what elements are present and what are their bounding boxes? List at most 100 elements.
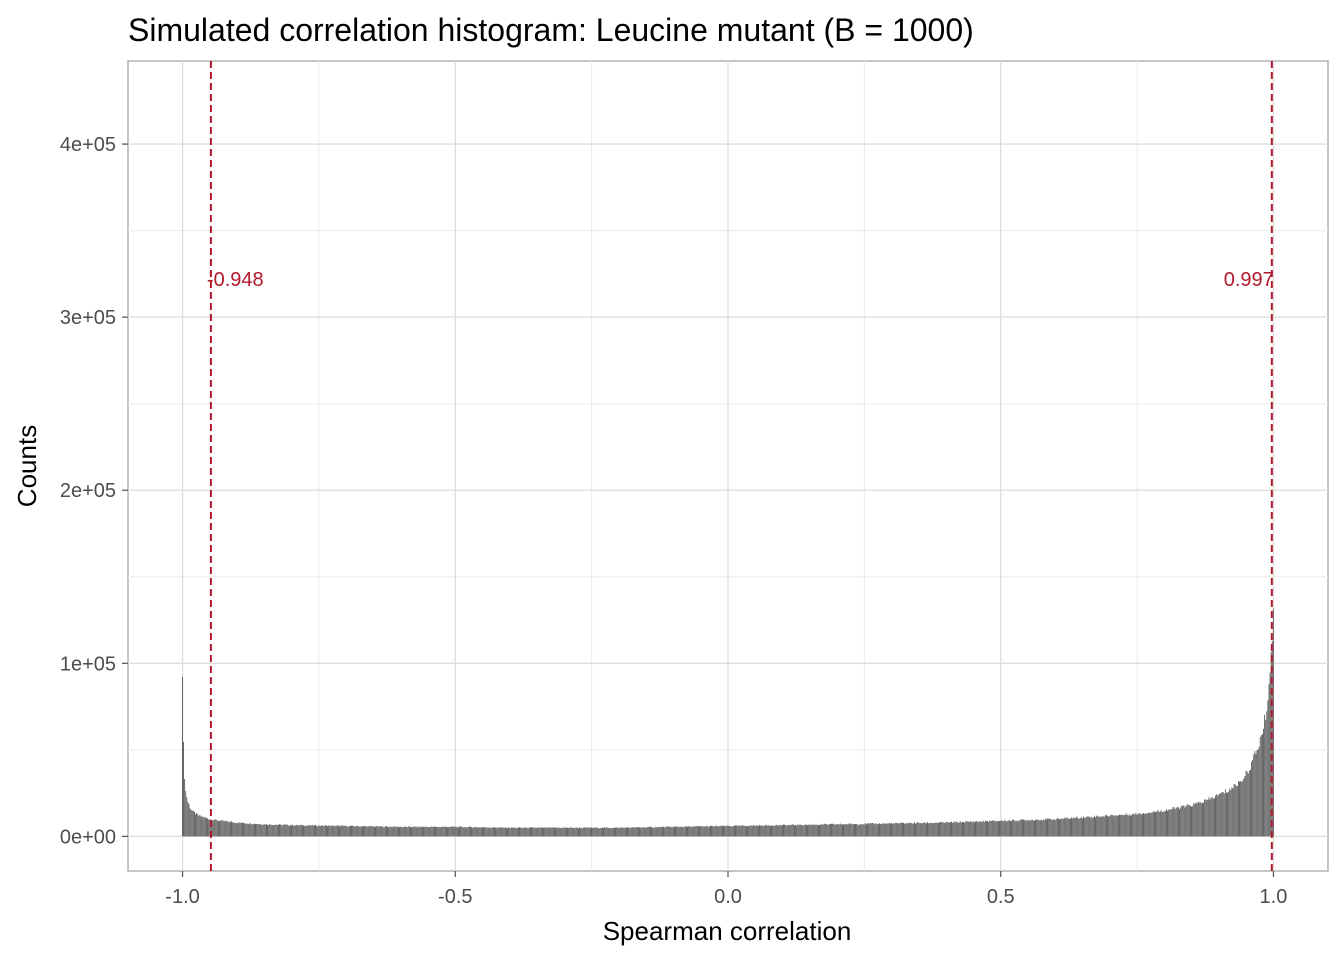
histogram-bar (573, 827, 575, 837)
histogram-bar (599, 827, 601, 837)
histogram-bar (532, 827, 534, 837)
histogram-bar (842, 824, 843, 837)
histogram-bar (911, 823, 913, 837)
histogram-bar (620, 827, 622, 837)
histogram-bar (1024, 820, 1026, 837)
histogram-bar (465, 826, 467, 837)
histogram-bar (537, 827, 539, 837)
histogram-bar (195, 814, 196, 837)
histogram-bar (845, 823, 847, 837)
histogram-bar (1196, 803, 1198, 837)
histogram-bar (1191, 806, 1192, 837)
histogram-bar (1215, 795, 1216, 837)
histogram-bar (1232, 788, 1234, 837)
histogram-bar (939, 822, 940, 837)
histogram-bar (1197, 801, 1199, 837)
histogram-bar (779, 824, 781, 837)
histogram-bar (812, 825, 814, 837)
histogram-bar (1037, 819, 1039, 837)
histogram-bar (1006, 821, 1008, 837)
histogram-bar (992, 820, 994, 837)
histogram-bar (878, 823, 879, 837)
histogram-bar (584, 827, 586, 837)
histogram-bar (994, 821, 996, 837)
histogram-bar (988, 822, 990, 837)
histogram-bar (1133, 813, 1135, 837)
histogram-bar (294, 825, 296, 837)
histogram-bar (778, 825, 780, 837)
histogram-bar (256, 823, 258, 837)
histogram-bar (787, 824, 789, 837)
histogram-bar (1223, 793, 1225, 837)
histogram-bar (964, 822, 966, 837)
histogram-bar (1114, 815, 1116, 837)
histogram-bar (884, 823, 886, 837)
histogram-bar (609, 828, 611, 837)
histogram-bar (225, 821, 227, 837)
histogram-bar (636, 827, 638, 837)
histogram-bar (572, 828, 574, 837)
histogram-bar (919, 823, 921, 837)
histogram-bar (580, 828, 582, 837)
histogram-bar (1082, 818, 1083, 837)
histogram-bar (809, 824, 811, 837)
histogram-bar (650, 826, 651, 837)
histogram-bar (1205, 799, 1207, 837)
histogram-bar (1079, 817, 1081, 837)
histogram-bar (369, 825, 371, 837)
histogram-bar (796, 825, 798, 837)
histogram-bar (1080, 817, 1082, 837)
histogram-bar (863, 824, 865, 837)
histogram-bar (533, 827, 535, 837)
histogram-bar (1164, 811, 1166, 837)
histogram-bar (276, 824, 278, 837)
histogram-bar (317, 826, 319, 837)
histogram-bar (446, 826, 447, 837)
histogram-bar (450, 826, 452, 837)
histogram-bar (1145, 813, 1147, 837)
histogram-bar (1238, 781, 1239, 837)
histogram-bar (1128, 814, 1130, 837)
histogram-bar (310, 825, 312, 837)
histogram-bar (329, 825, 331, 837)
histogram-bar (786, 825, 788, 837)
histogram-bar (819, 824, 820, 837)
histogram-bar (996, 821, 998, 837)
histogram-bar (284, 824, 286, 837)
histogram-bar (864, 823, 866, 837)
histogram-bar (220, 820, 222, 837)
histogram-bar (257, 824, 259, 837)
histogram-bar (822, 824, 824, 837)
histogram-bar (699, 826, 700, 837)
histogram-bar (942, 822, 944, 837)
histogram-bar (411, 827, 412, 837)
histogram-bar (1211, 796, 1213, 837)
histogram-bar (511, 827, 513, 837)
histogram-bar (554, 827, 555, 837)
histogram-bar (834, 824, 836, 837)
histogram-bar (1154, 811, 1155, 837)
histogram-bar (1130, 815, 1131, 837)
histogram-bar (700, 825, 702, 837)
histogram-bar (803, 825, 805, 837)
histogram-bar (315, 824, 316, 837)
histogram-bar (1036, 819, 1038, 837)
histogram-bar (432, 826, 434, 837)
histogram-bar (539, 827, 541, 837)
histogram-bar (936, 822, 938, 837)
histogram-bar (1158, 811, 1160, 837)
histogram-bar (638, 827, 639, 837)
histogram-bar (323, 825, 325, 837)
histogram-bar (338, 825, 339, 837)
histogram-bar (210, 819, 212, 837)
histogram-bar (1266, 711, 1268, 837)
histogram-bar (1001, 820, 1003, 837)
histogram-bar (214, 818, 216, 837)
histogram-bar (1056, 817, 1058, 837)
histogram-bar (578, 828, 579, 837)
histogram-bar (1230, 790, 1232, 837)
histogram-bar (336, 825, 338, 837)
histogram-bar (507, 827, 508, 837)
histogram-bar (958, 822, 960, 837)
histogram-bar (1182, 805, 1184, 837)
